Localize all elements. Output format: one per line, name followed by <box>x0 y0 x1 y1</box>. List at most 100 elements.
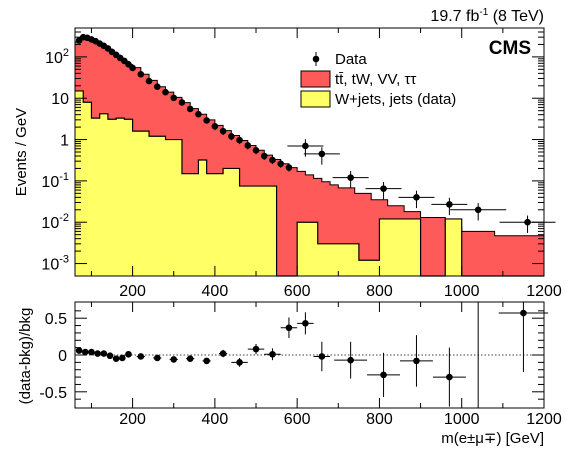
wjets-outline <box>75 90 544 277</box>
data-point <box>499 215 556 233</box>
wjets-histogram <box>75 90 544 277</box>
ratio-point <box>367 352 401 397</box>
data-point <box>260 152 268 161</box>
data-point <box>137 70 145 78</box>
ratio-marker <box>203 357 210 365</box>
legend: Data tt̄, tW, VV, ττ W+jets, jets (data) <box>300 51 456 108</box>
data-point <box>211 122 219 131</box>
y-tick-label: 10-3 <box>41 254 69 274</box>
y-tick-base: 10 <box>41 257 59 274</box>
data-point <box>269 156 276 165</box>
top-x-tick-label: 400 <box>202 283 229 300</box>
bottom-x-tick-label: 400 <box>202 411 229 428</box>
ratio-points <box>75 302 549 408</box>
y-tick-base: 10 <box>41 174 59 191</box>
ratio-point <box>153 354 162 362</box>
data-point <box>285 164 293 172</box>
data-marker <box>162 88 169 96</box>
ratio-marker <box>347 356 354 364</box>
ratio-point <box>334 341 368 379</box>
x-axis-label: m(e±μ∓) [GeV] <box>441 430 544 447</box>
data-marker <box>219 127 227 135</box>
y-tick-label: 10-2 <box>41 212 69 232</box>
bottom-y-tick-label: 0 <box>58 348 67 365</box>
ratio-point <box>106 352 114 360</box>
data-point <box>398 190 435 209</box>
data-point <box>277 160 285 168</box>
bottom-y-tick-label: 0.5 <box>45 311 67 328</box>
data-marker <box>524 218 531 226</box>
data-marker <box>269 156 276 164</box>
data-point <box>450 203 507 221</box>
data-marker <box>446 201 453 208</box>
y-tick-exp: -2 <box>59 212 69 224</box>
ratio-marker <box>219 350 227 357</box>
data-point <box>162 88 169 96</box>
data-marker <box>170 94 178 102</box>
bottom-x-tick-label: 1000 <box>444 411 480 428</box>
data-point <box>186 105 194 113</box>
data-point <box>228 132 235 141</box>
data-point <box>332 170 369 189</box>
ratio-point <box>169 356 178 363</box>
legend-wjets-label: W+jets, jets (data) <box>335 91 456 108</box>
ratio-marker <box>94 350 101 357</box>
ratio-point <box>247 343 265 355</box>
data-point <box>303 147 340 165</box>
wjets-fill <box>75 90 544 277</box>
ratio-point <box>75 347 83 354</box>
bottom-axes: -0.5 0 0.5 200 400 600 800 1000 1200 <box>39 302 562 428</box>
top-x-tick-label: 1200 <box>526 283 562 300</box>
data-marker <box>318 150 326 158</box>
bottom-x-tick-label: 1200 <box>526 411 562 428</box>
y-tick-label: 10-1 <box>41 171 69 191</box>
ratio-point <box>119 354 126 362</box>
data-point <box>153 83 161 91</box>
data-marker <box>129 64 136 72</box>
y-tick-label: 102 <box>45 47 69 67</box>
ratio-marker <box>106 352 114 360</box>
data-marker <box>178 99 186 106</box>
data-marker <box>285 164 293 171</box>
data-point <box>236 136 243 145</box>
ratio-point <box>136 353 145 360</box>
data-marker <box>474 206 482 214</box>
legend-wjets-swatch <box>300 90 331 108</box>
ratio-point <box>81 348 89 356</box>
ratio-marker <box>252 345 260 353</box>
data-marker <box>228 132 235 140</box>
ratio-marker <box>285 324 293 332</box>
data-point <box>178 99 186 106</box>
data-marker <box>145 77 153 85</box>
ratio-marker <box>100 350 108 357</box>
bottom-x-tick-label: 800 <box>366 411 393 428</box>
lumi-energy: (8 TeV) <box>488 8 544 25</box>
ratio-marker <box>520 309 527 317</box>
ratio-marker <box>318 353 326 360</box>
ratio-point <box>264 348 281 361</box>
ratio-marker <box>269 350 276 358</box>
data-points <box>75 33 556 233</box>
ratio-point <box>432 347 466 407</box>
lumi-sup: -1 <box>479 7 488 18</box>
top-x-tick-label: 600 <box>284 283 311 300</box>
bottom-x-tick-label: 600 <box>284 411 311 428</box>
legend-bkg-swatch <box>300 70 331 88</box>
data-marker <box>302 142 309 150</box>
y-tick-label: 1 <box>60 133 69 150</box>
data-marker <box>244 142 252 149</box>
data-marker <box>186 105 194 113</box>
ratio-point <box>231 357 248 367</box>
ratio-point <box>313 341 331 372</box>
ratio-point <box>218 349 228 358</box>
data-marker <box>153 83 161 91</box>
ratio-marker <box>380 371 387 379</box>
data-point <box>252 146 260 155</box>
lumi-main: 19.7 fb <box>430 8 479 25</box>
data-marker <box>380 185 387 192</box>
data-point <box>145 77 153 85</box>
data-marker <box>195 110 202 118</box>
ratio-point <box>112 355 120 362</box>
data-point <box>431 197 468 216</box>
